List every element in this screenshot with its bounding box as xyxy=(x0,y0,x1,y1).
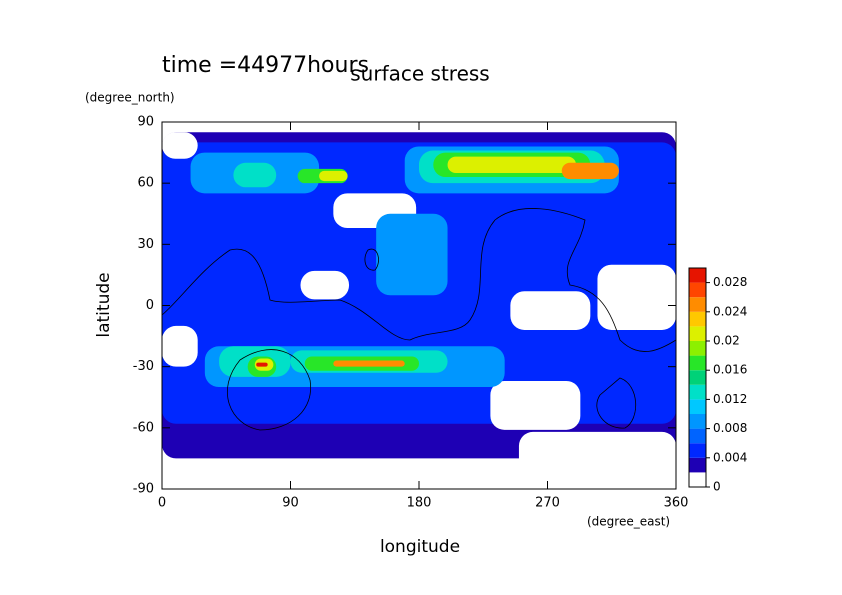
colorbar-swatch xyxy=(689,399,706,414)
y-tick-label: -30 xyxy=(133,359,154,374)
x-tick-label: 360 xyxy=(664,496,689,511)
colorbar-swatch xyxy=(689,457,706,473)
contour-region xyxy=(518,431,676,489)
contour-region xyxy=(300,270,350,300)
colorbar-swatch xyxy=(689,384,706,400)
colorbar-swatch xyxy=(689,355,706,371)
colorbar-tick-label: 0.008 xyxy=(713,421,747,435)
contour-region xyxy=(490,380,581,430)
colorbar-frame xyxy=(688,267,707,488)
time-label: time =44977hours xyxy=(162,53,369,78)
colorbar-swatch xyxy=(689,311,706,327)
x-unit: (degree_east) xyxy=(587,515,670,529)
coastlines xyxy=(162,208,676,431)
colorbar-swatch xyxy=(689,428,706,444)
colorbar-tick-label: 0.02 xyxy=(713,334,740,348)
contour-region xyxy=(162,132,198,159)
y-tick-label: -60 xyxy=(133,420,154,435)
colorbar-tick-label: 0.016 xyxy=(713,363,747,377)
colorbar: 0 0.004 0.008 0.012 0.016 0.02 0.024 0.028 xyxy=(688,267,747,494)
contour-region xyxy=(233,162,277,188)
colorbar-swatch xyxy=(689,414,706,429)
colorbar-swatch xyxy=(689,268,706,283)
contour-region xyxy=(561,162,619,180)
colorbar-tick-label: 0 xyxy=(713,480,721,494)
colorbar-tick-label: 0.012 xyxy=(713,392,747,406)
colorbar-swatch xyxy=(689,326,706,341)
colorbar-swatch xyxy=(689,297,706,312)
colorbar-swatch xyxy=(689,341,706,356)
y-unit: (degree_north) xyxy=(85,91,175,105)
colorbar-tick-label: 0.004 xyxy=(713,450,747,464)
contour-region xyxy=(333,360,405,367)
x-tick-label: 180 xyxy=(407,496,432,511)
x-tick-label: 90 xyxy=(282,496,299,511)
x-axis-label: longitude xyxy=(380,537,460,557)
contour-region xyxy=(597,264,676,330)
y-tick-label: -90 xyxy=(133,482,154,497)
colorbar-swatch xyxy=(689,472,706,487)
y-tick-label: 60 xyxy=(137,176,154,191)
y-tick-label: 90 xyxy=(137,115,154,130)
contour-field xyxy=(162,132,676,489)
contour-region xyxy=(256,362,268,367)
colorbar-swatch xyxy=(689,282,706,298)
y-tick-label: 0 xyxy=(146,298,154,313)
y-tick-label: 30 xyxy=(137,237,154,252)
contour-region xyxy=(510,291,591,330)
colorbar-tick-label: 0.028 xyxy=(713,275,747,289)
x-tick-label: 270 xyxy=(535,496,560,511)
y-axis-label: latitude xyxy=(94,272,114,337)
colorbar-swatch xyxy=(689,443,706,458)
contour-region xyxy=(447,156,577,173)
colorbar-tick-label: 0.024 xyxy=(713,304,747,318)
chart-title: surface stress xyxy=(350,62,489,86)
contour-region xyxy=(162,325,198,367)
x-tick-label: 0 xyxy=(158,496,166,511)
contour-region xyxy=(376,213,448,296)
contour-region xyxy=(319,170,348,182)
colorbar-swatch xyxy=(689,370,706,385)
